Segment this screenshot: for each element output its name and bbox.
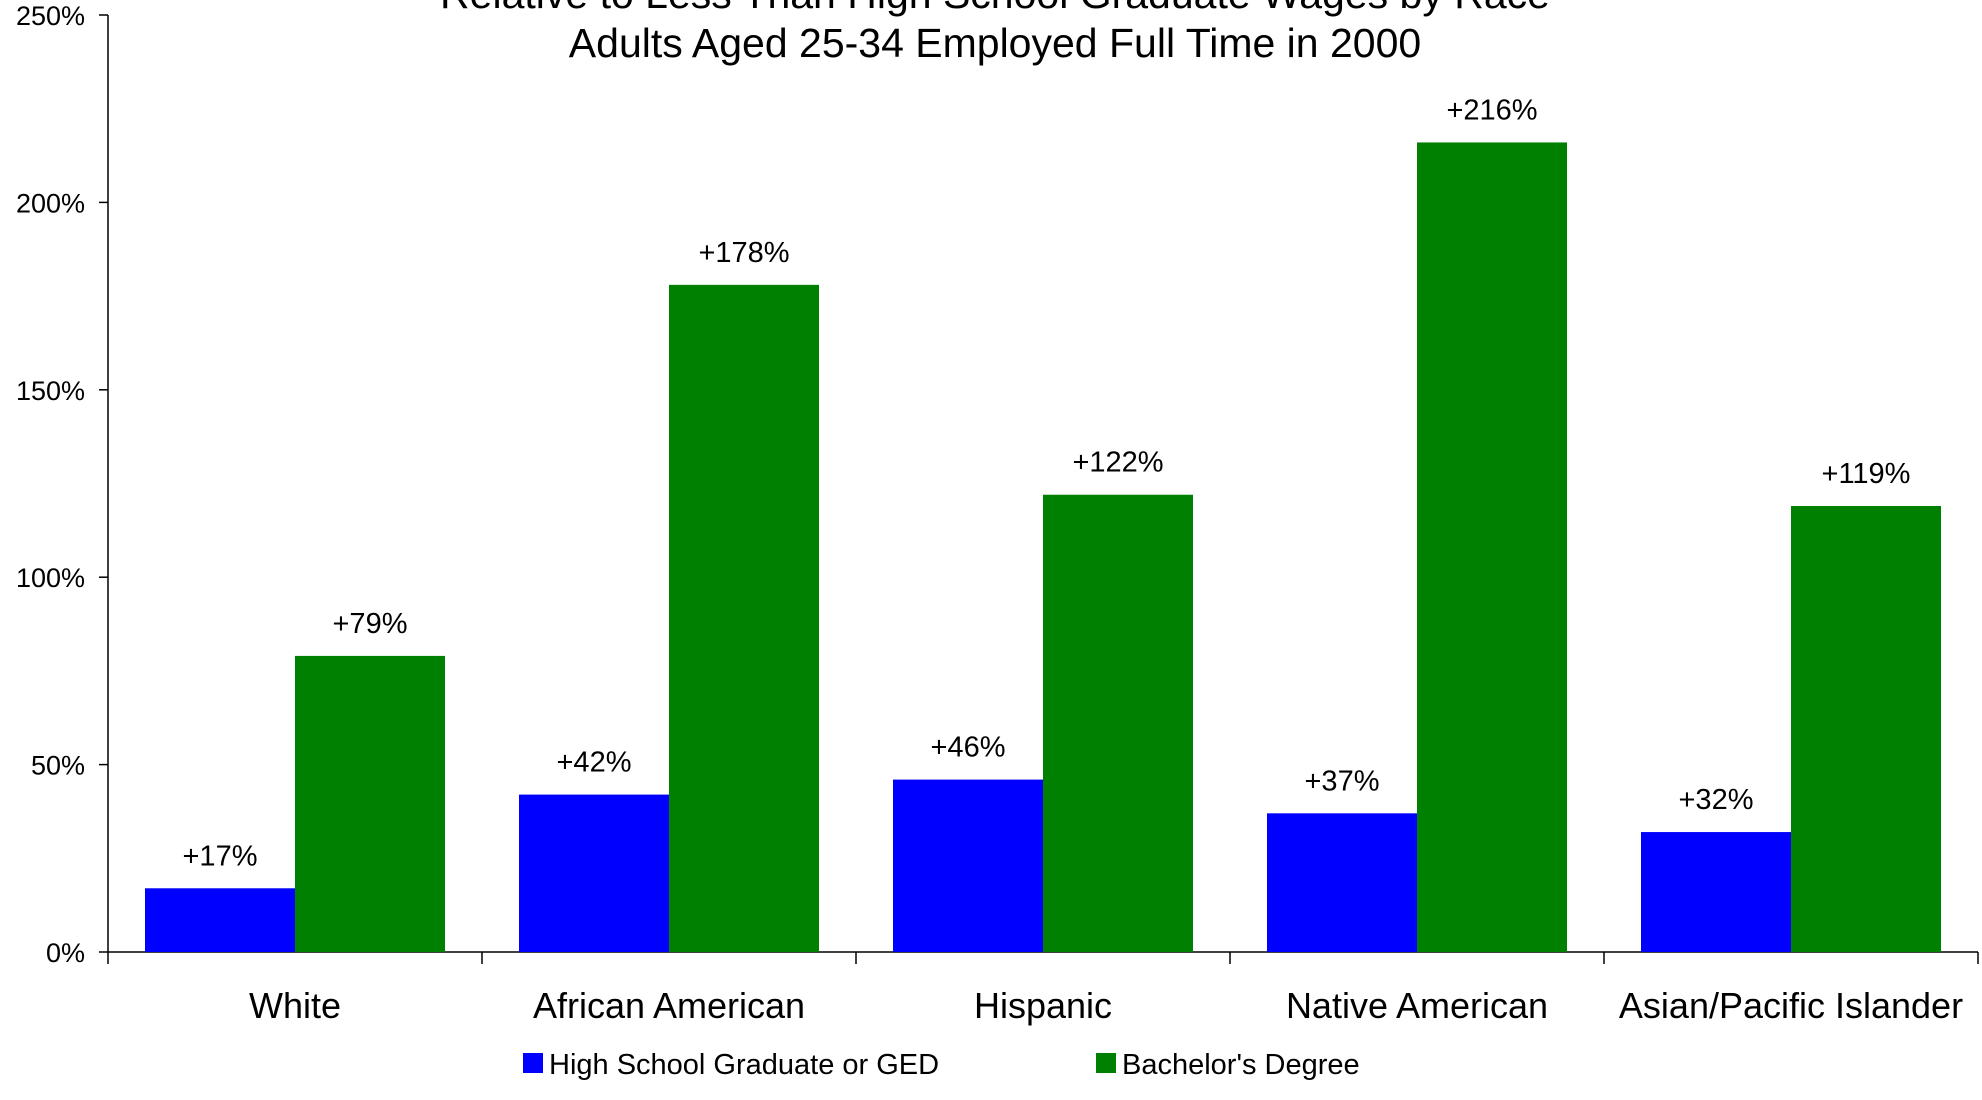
bar-data-label: +37% bbox=[1305, 765, 1380, 797]
legend-swatch bbox=[1096, 1053, 1116, 1073]
bar-bachelors bbox=[1417, 142, 1567, 952]
legend-label: High School Graduate or GED bbox=[549, 1049, 939, 1081]
y-tick-label: 200% bbox=[16, 188, 85, 218]
bar-high-school bbox=[145, 888, 295, 952]
legend-swatch bbox=[523, 1053, 543, 1073]
bar-data-label: +46% bbox=[931, 732, 1006, 764]
bar-high-school bbox=[1267, 813, 1417, 952]
bar-high-school bbox=[893, 780, 1043, 952]
bar-data-label: +119% bbox=[1822, 458, 1911, 490]
bar-data-label: +216% bbox=[1446, 94, 1537, 126]
x-category-label: White bbox=[249, 985, 341, 1026]
x-category-label: Asian/Pacific Islander bbox=[1619, 985, 1963, 1026]
bar-data-label: +79% bbox=[333, 608, 408, 640]
legend: High School Graduate or GED Bachelor's De… bbox=[523, 1049, 1360, 1081]
x-category-label: African American bbox=[533, 985, 805, 1026]
bar-data-label: +178% bbox=[698, 237, 789, 269]
x-category-label: Native American bbox=[1286, 985, 1548, 1026]
bar-bachelors bbox=[669, 285, 819, 952]
y-tick-label: 250% bbox=[16, 1, 85, 31]
y-tick-label: 150% bbox=[16, 376, 85, 406]
bar-high-school bbox=[519, 795, 669, 952]
bar-data-label: +42% bbox=[557, 747, 632, 779]
legend-label: Bachelor's Degree bbox=[1122, 1049, 1360, 1081]
bar-data-label: +17% bbox=[183, 840, 258, 872]
chart-title: Relative to Less Than High School Gradua… bbox=[440, 0, 1550, 66]
y-tick-label: 100% bbox=[16, 563, 85, 593]
bars bbox=[145, 142, 1941, 952]
bar-data-label: +32% bbox=[1679, 784, 1754, 816]
bar-bachelors bbox=[295, 656, 445, 952]
y-tick-label: 0% bbox=[46, 938, 85, 968]
chart-title-line-1: Relative to Less Than High School Gradua… bbox=[440, 0, 1550, 17]
bar-bachelors bbox=[1043, 495, 1193, 952]
y-tick-label: 50% bbox=[31, 751, 85, 781]
bar-high-school bbox=[1641, 832, 1791, 952]
bar-data-label: +122% bbox=[1072, 447, 1163, 479]
x-category-label: Hispanic bbox=[974, 985, 1112, 1026]
chart-title-line-2: Adults Aged 25-34 Employed Full Time in … bbox=[569, 20, 1421, 66]
bar-bachelors bbox=[1791, 506, 1941, 952]
